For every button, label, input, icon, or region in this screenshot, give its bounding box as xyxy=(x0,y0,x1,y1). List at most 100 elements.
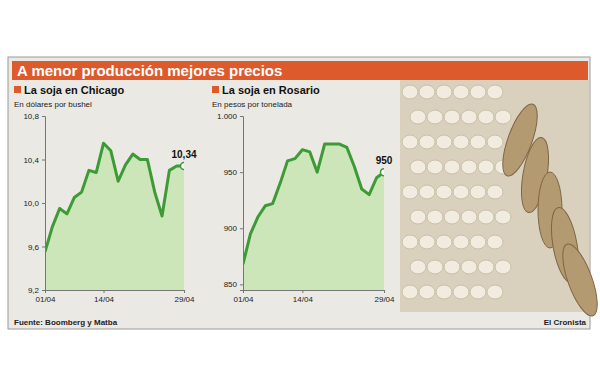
bean xyxy=(478,160,494,174)
y-tick-label: 9,6 xyxy=(28,243,40,252)
y-tick-label: 950 xyxy=(224,168,238,177)
y-tick: 1.000 xyxy=(217,112,243,121)
pod xyxy=(556,240,600,320)
bean xyxy=(402,85,418,99)
x-tick-mark xyxy=(184,290,185,293)
decoration-bg xyxy=(400,80,589,312)
bean xyxy=(453,135,469,149)
data-label: 10,34 xyxy=(171,149,196,160)
x-tick-mark xyxy=(302,290,303,293)
header-bullet xyxy=(14,86,21,93)
bean xyxy=(470,235,486,249)
bean xyxy=(470,185,486,199)
y-tick: 9,6 xyxy=(28,243,45,252)
bean xyxy=(427,110,443,124)
bean xyxy=(487,185,503,199)
y-tick: 950 xyxy=(224,168,243,177)
area xyxy=(45,143,184,290)
bean xyxy=(495,210,511,224)
y-tick-label: 1.000 xyxy=(217,112,238,121)
frame xyxy=(8,57,590,329)
bean xyxy=(444,110,460,124)
y-axis-line xyxy=(240,117,244,291)
title-banner xyxy=(12,61,588,80)
y-tick-mark xyxy=(240,284,243,285)
x-axis: 01/04 14/04 29/04 xyxy=(35,290,195,304)
bean xyxy=(487,285,503,299)
x-axis-line xyxy=(46,291,185,294)
bean xyxy=(478,210,494,224)
y-axis-line xyxy=(42,117,46,291)
x-tick-label: 14/04 xyxy=(94,295,115,304)
x-tick: 14/04 xyxy=(293,290,314,304)
x-tick: 29/04 xyxy=(174,290,195,304)
chart-title: La soja en Rosario xyxy=(222,84,320,96)
bean xyxy=(453,185,469,199)
y-tick-label: 850 xyxy=(224,280,238,289)
credit: El Cronista xyxy=(544,318,587,327)
bean xyxy=(461,110,477,124)
title: A menor producción mejores precios xyxy=(17,62,282,79)
bean xyxy=(410,210,426,224)
chart-panel: La soja en ChicagoEn dólares por bushel1… xyxy=(14,84,197,304)
bean xyxy=(444,160,460,174)
bean xyxy=(419,135,435,149)
bean xyxy=(436,85,452,99)
bean xyxy=(470,135,486,149)
bean xyxy=(427,260,443,274)
bean xyxy=(453,285,469,299)
end-marker xyxy=(381,169,385,176)
bean xyxy=(444,210,460,224)
y-tick-label: 10,8 xyxy=(23,112,39,121)
bean xyxy=(419,185,435,199)
bean xyxy=(495,110,511,124)
chart-subtitle: En pesos por tonelada xyxy=(212,100,293,109)
bean xyxy=(410,110,426,124)
x-axis-line xyxy=(244,291,385,294)
x-tick-mark xyxy=(45,290,46,293)
bean xyxy=(487,235,503,249)
bean xyxy=(487,85,503,99)
chart-panel: La soja en Rosario En pesos por tonelada 9… xyxy=(212,84,395,304)
bean xyxy=(419,85,435,99)
y-tick: 900 xyxy=(224,224,243,233)
bean xyxy=(478,110,494,124)
bean xyxy=(487,135,503,149)
x-tick-mark xyxy=(104,290,105,293)
line xyxy=(45,143,184,252)
bean xyxy=(461,260,477,274)
end-marker xyxy=(181,163,185,170)
x-tick-label: 01/04 xyxy=(233,295,254,304)
x-tick-mark xyxy=(384,290,385,293)
x-tick-label: 01/04 xyxy=(35,295,56,304)
bean xyxy=(419,235,435,249)
x-tick-label: 14/04 xyxy=(293,295,314,304)
bean xyxy=(410,260,426,274)
x-axis: 01/04 14/04 29/04 xyxy=(233,290,395,304)
plot-marks xyxy=(45,143,184,290)
y-tick: 10,8 xyxy=(23,112,45,121)
bean xyxy=(436,185,452,199)
x-tick: 29/04 xyxy=(374,290,395,304)
x-tick-label: 29/04 xyxy=(174,295,195,304)
y-tick-label: 10,0 xyxy=(23,199,39,208)
x-tick: 01/04 xyxy=(233,290,254,304)
bean xyxy=(444,260,460,274)
bean xyxy=(495,260,511,274)
bean xyxy=(427,160,443,174)
y-tick-mark xyxy=(42,290,45,291)
header-bullet xyxy=(212,86,219,93)
x-tick: 14/04 xyxy=(94,290,115,304)
bean xyxy=(461,160,477,174)
y-tick-mark xyxy=(240,116,243,117)
decoration xyxy=(400,80,600,320)
y-tick-mark xyxy=(240,172,243,173)
bean xyxy=(410,160,426,174)
area xyxy=(243,144,384,290)
x-tick-mark xyxy=(243,290,244,293)
y-tick-label: 900 xyxy=(224,224,238,233)
data-label: 950 xyxy=(376,155,393,166)
plot-marks xyxy=(243,144,384,290)
x-tick-label: 29/04 xyxy=(374,295,395,304)
bean xyxy=(402,135,418,149)
